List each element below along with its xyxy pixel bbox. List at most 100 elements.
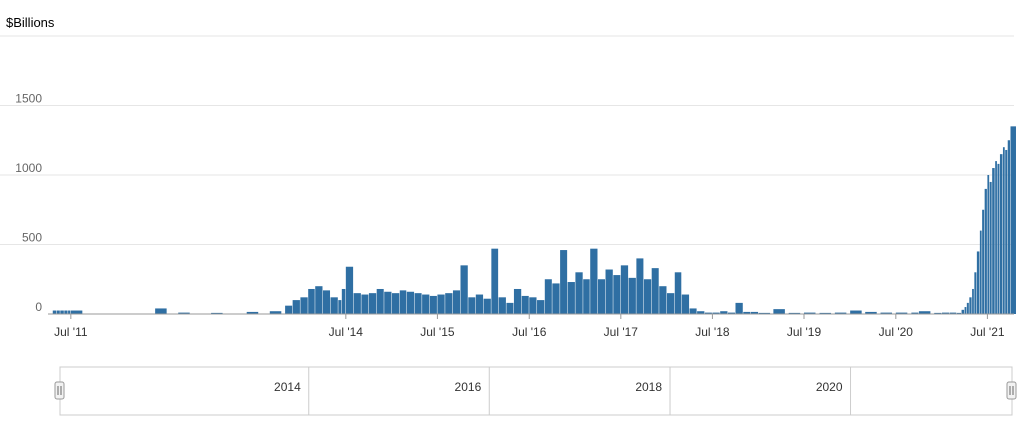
bar	[491, 248, 499, 314]
navigator-handle-left[interactable]	[54, 381, 65, 400]
bar	[178, 312, 190, 314]
bar	[834, 312, 847, 314]
x-tick-label: Jul '14	[329, 325, 364, 339]
bar	[429, 295, 437, 314]
bar	[361, 294, 369, 314]
navigator-label: 2016	[455, 380, 482, 394]
bar	[720, 311, 728, 314]
bar	[934, 312, 942, 314]
bar	[643, 279, 652, 314]
bar	[583, 279, 590, 314]
bar	[341, 288, 346, 314]
bar	[674, 272, 682, 314]
bar	[475, 294, 484, 314]
bar	[865, 311, 877, 314]
navigator-handle-left-body[interactable]	[54, 381, 65, 400]
bar	[575, 272, 583, 314]
bar	[330, 297, 338, 314]
bar	[949, 312, 957, 314]
bar	[70, 310, 83, 314]
bar	[966, 302, 969, 314]
bar	[414, 293, 422, 314]
bar	[1007, 140, 1010, 314]
x-tick-label: Jul '15	[420, 325, 455, 339]
bar	[269, 311, 282, 314]
bar	[211, 312, 223, 314]
bar	[880, 312, 893, 314]
bar	[1002, 147, 1005, 314]
bar	[460, 265, 468, 314]
bar	[918, 311, 931, 314]
bar	[651, 268, 659, 314]
bar	[989, 181, 992, 314]
bar	[399, 290, 407, 314]
bar	[445, 293, 453, 314]
bar	[597, 279, 606, 314]
bar	[961, 309, 965, 314]
bar	[315, 286, 323, 314]
bar	[567, 282, 575, 314]
bar	[345, 266, 354, 314]
bar	[483, 298, 491, 314]
bar	[437, 294, 445, 314]
bar	[681, 294, 690, 314]
bar	[322, 290, 331, 314]
bar	[529, 297, 537, 314]
navigator-label: 2018	[635, 380, 662, 394]
bar	[246, 311, 259, 314]
bar	[1010, 126, 1016, 314]
x-tick-label: Jul '20	[879, 325, 914, 339]
bar	[750, 311, 759, 314]
bar	[613, 275, 621, 314]
bar	[552, 283, 560, 314]
bar	[513, 288, 522, 314]
bar	[391, 293, 400, 314]
y-tick-label: 1500	[15, 92, 42, 106]
navigator-handle-right-body[interactable]	[1006, 381, 1017, 400]
bar	[544, 279, 552, 314]
bar	[560, 250, 568, 314]
y-tick-label: 1000	[15, 161, 42, 175]
bar	[64, 310, 68, 314]
bar	[895, 312, 908, 314]
bar	[506, 302, 514, 314]
bar	[984, 188, 987, 314]
bar	[60, 310, 64, 314]
navigator-track	[59, 366, 1013, 416]
range-navigator[interactable]: 2014 2016 2018 2020	[54, 366, 1017, 416]
bar	[941, 312, 950, 314]
bar	[628, 277, 636, 314]
bar	[758, 312, 771, 314]
bar	[666, 293, 675, 314]
x-axis-ticks: Jul '11 Jul '14 Jul '15 Jul '16 Jul '17 Jul '…	[54, 314, 1005, 339]
bar	[997, 163, 1000, 314]
bar	[353, 293, 361, 314]
bar	[620, 265, 629, 314]
bar	[712, 312, 720, 314]
bar	[292, 300, 300, 314]
navigator-label: 2020	[816, 380, 843, 394]
bar	[995, 161, 997, 314]
bar	[727, 312, 735, 314]
bar	[68, 310, 71, 314]
bar	[368, 293, 377, 314]
bar	[452, 290, 460, 314]
x-tick-label: Jul '19	[787, 325, 822, 339]
bar	[803, 312, 816, 314]
bar	[308, 288, 315, 314]
y-tick-label: 500	[22, 231, 42, 245]
bar	[636, 258, 644, 314]
bar	[498, 297, 506, 314]
bar	[300, 297, 308, 314]
bar	[999, 154, 1003, 314]
bar	[468, 297, 476, 314]
bar	[956, 312, 962, 314]
bar	[773, 309, 785, 314]
bars-series	[52, 126, 1016, 314]
y-axis-unit-label: $Billions	[6, 15, 55, 30]
bar	[605, 269, 613, 314]
navigator-handle-right[interactable]	[1006, 381, 1017, 400]
bar	[992, 168, 995, 314]
x-tick-label: Jul '11	[54, 325, 88, 339]
